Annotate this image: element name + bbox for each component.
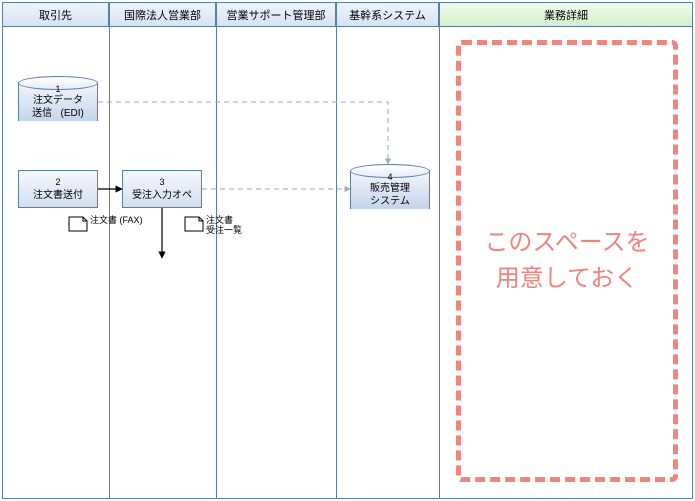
edge-n1-n4 [98, 102, 388, 164]
annotation-order-fax: 注文書 (FAX) [68, 216, 143, 232]
node-label: 注文データ 送信 (EDI) [32, 95, 84, 119]
node-label: 受注入力オペ [132, 190, 192, 203]
node-number: 4 [354, 172, 426, 183]
lane-header-2: 国際法人営業部 [109, 2, 216, 27]
lane-header-1: 取引先 [2, 2, 109, 27]
lane-separator [439, 27, 440, 499]
lane-label: 業務詳細 [544, 7, 588, 23]
annotation-order-list: 注文書 受注一覧 [184, 216, 242, 236]
lane-label: 取引先 [39, 7, 72, 23]
node-data-send-edi: 1 注文データ 送信 (EDI) [18, 76, 98, 128]
lane-header-4: 基幹系システム [336, 2, 439, 27]
node-order-entry-op: 3 受注入力オペ [122, 170, 202, 208]
lane-header-3: 営業サポート管理部 [216, 2, 336, 27]
detail-placeholder: このスペースを 用意しておく [456, 40, 678, 482]
node-number: 1 [22, 84, 94, 95]
node-label: 販売管理 システム [370, 183, 410, 207]
lane-separator [336, 27, 337, 499]
lane-label: 基幹系システム [349, 7, 426, 23]
document-icon [184, 216, 204, 232]
placeholder-text: このスペースを 用意しておく [484, 225, 649, 297]
node-sales-mgmt-system: 4 販売管理 システム [350, 164, 430, 216]
node-order-send: 2 注文書送付 [18, 170, 98, 208]
annotation-text: 注文書 受注一覧 [206, 216, 242, 236]
lane-separator [109, 27, 110, 499]
swimlane-diagram: { "canvas": { "width": 695, "height": 50… [0, 0, 695, 501]
node-number: 2 [55, 177, 60, 188]
lane-label: 営業サポート管理部 [227, 7, 326, 23]
document-icon [68, 216, 88, 232]
lane-separator [216, 27, 217, 499]
lane-header-5: 業務詳細 [439, 2, 693, 27]
node-label: 注文書送付 [33, 190, 83, 203]
node-number: 3 [159, 177, 164, 188]
lane-label: 国際法人営業部 [124, 7, 201, 23]
annotation-text: 注文書 (FAX) [90, 216, 143, 226]
